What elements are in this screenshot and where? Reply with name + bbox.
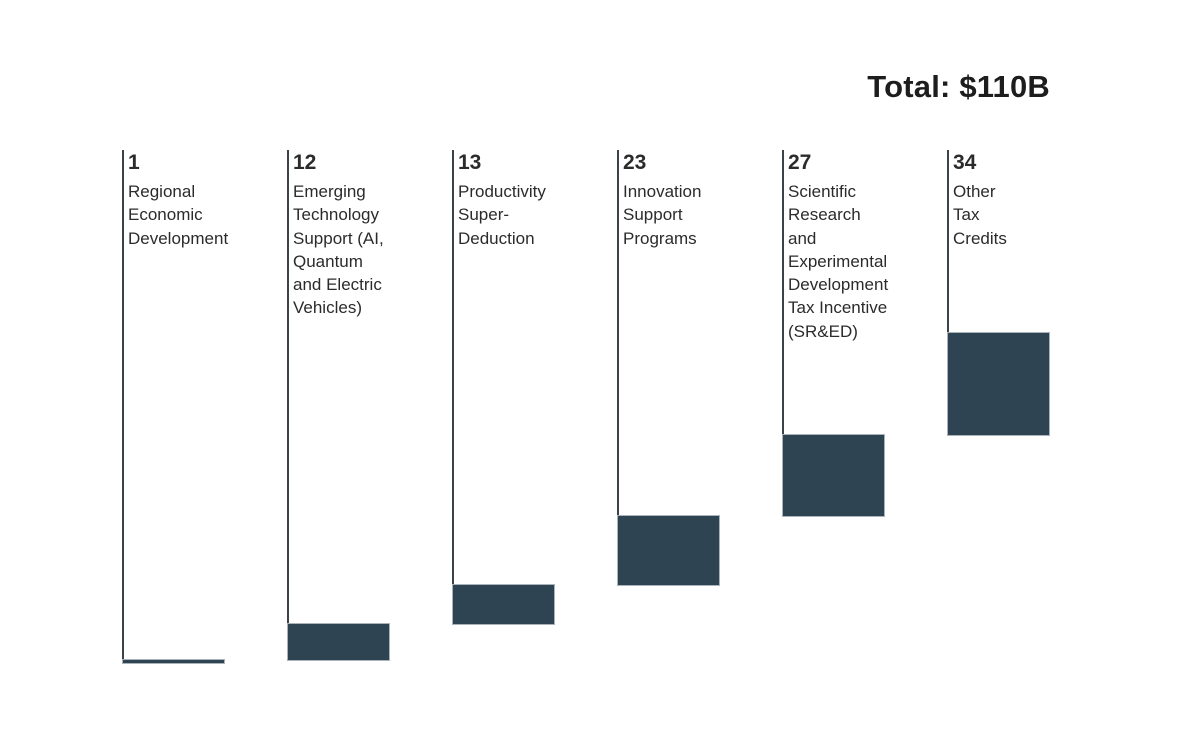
column-connector-line xyxy=(617,150,619,515)
column-connector-line xyxy=(782,150,784,434)
waterfall-bar xyxy=(452,584,555,625)
column-connector-line xyxy=(287,150,289,623)
column-value: 23 xyxy=(623,151,647,174)
column-connector-line xyxy=(452,150,454,584)
waterfall-bar xyxy=(617,515,720,586)
column-label: Regional Economic Development xyxy=(128,182,229,248)
column-value: 13 xyxy=(458,151,482,174)
chart-total-title: Total: $110B xyxy=(867,69,1050,104)
column-value: 34 xyxy=(953,151,977,174)
column-value: 27 xyxy=(788,151,812,174)
waterfall-bar xyxy=(782,434,885,517)
waterfall-bar xyxy=(122,659,225,664)
column-label: Innovation Support Programs xyxy=(623,182,702,248)
column-connector-line xyxy=(122,150,124,659)
column-label: Other Tax Credits xyxy=(953,182,1007,248)
column-value: 1 xyxy=(128,151,140,174)
waterfall-bar xyxy=(287,623,390,661)
column-label: Productivity Super- Deduction xyxy=(458,182,546,248)
column-connector-line xyxy=(947,150,949,332)
column-value: 12 xyxy=(293,151,317,174)
column-label: Scientific Research and Experimental Dev… xyxy=(788,182,889,341)
column-label: Emerging Technology Support (AI, Quantum… xyxy=(293,182,384,318)
waterfall-bar xyxy=(947,332,1050,436)
